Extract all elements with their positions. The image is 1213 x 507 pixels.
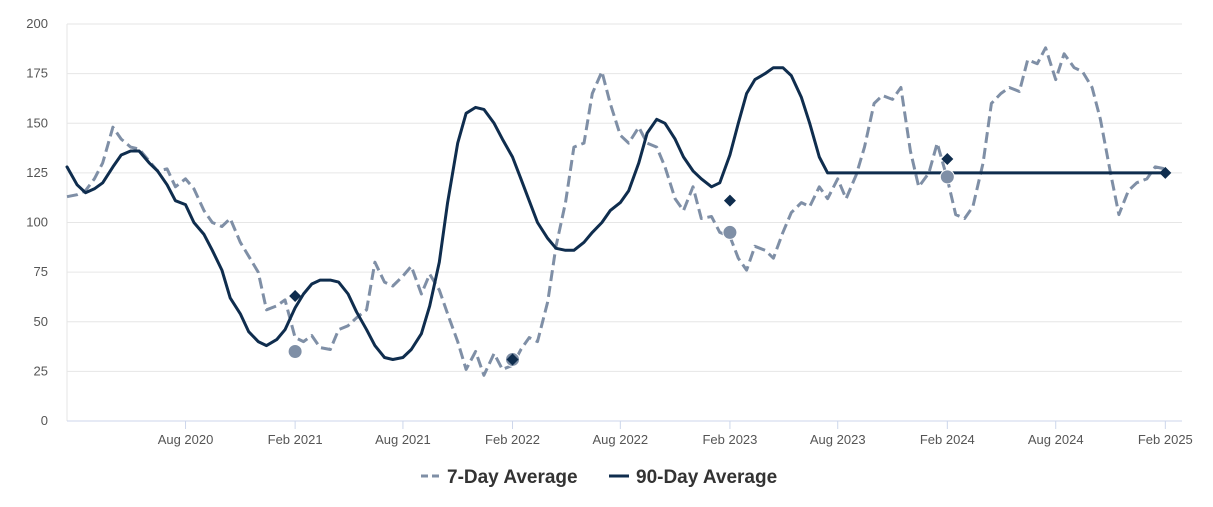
y-tick-label: 75 — [34, 264, 48, 279]
x-tick-label: Feb 2023 — [702, 432, 757, 447]
legend-item-90-day[interactable]: 90-Day Average — [609, 467, 777, 488]
diamond-marker[interactable] — [506, 353, 519, 366]
diamond-marker[interactable] — [289, 289, 302, 302]
y-tick-label: 125 — [26, 165, 48, 180]
x-tick-label: Aug 2022 — [592, 432, 648, 447]
diamond-marker[interactable] — [1159, 166, 1172, 179]
x-tick-label: Aug 2020 — [158, 432, 214, 447]
x-tick-label: Feb 2021 — [268, 432, 323, 447]
legend[interactable]: 7-Day Average 90-Day Average — [421, 467, 777, 488]
x-tick-label: Feb 2024 — [920, 432, 975, 447]
y-tick-label: 100 — [26, 215, 48, 230]
circle-marker[interactable] — [287, 344, 303, 360]
y-tick-label: 25 — [34, 363, 48, 378]
diamond-marker[interactable] — [941, 152, 954, 165]
y-tick-label: 0 — [41, 413, 48, 428]
series-group — [65, 46, 1167, 377]
y-tick-label: 50 — [34, 314, 48, 329]
grid — [66, 23, 1182, 422]
marker-group — [287, 152, 1172, 367]
y-axis: 0 25 50 75 100 125 150 175 200 — [26, 16, 48, 428]
legend-item-7-day[interactable]: 7-Day Average — [421, 467, 578, 488]
legend-label-7-day: 7-Day Average — [447, 467, 578, 488]
series-line-7-day[interactable] — [66, 46, 1166, 377]
x-tick-label: Feb 2025 — [1138, 432, 1193, 447]
diamond-marker[interactable] — [723, 194, 736, 207]
x-tick-label: Aug 2024 — [1028, 432, 1084, 447]
x-tick-label: Feb 2022 — [485, 432, 540, 447]
legend-label-90-day: 90-Day Average — [636, 467, 777, 488]
x-tick-label: Aug 2023 — [810, 432, 866, 447]
x-tick-label: Aug 2021 — [375, 432, 431, 447]
y-tick-label: 200 — [26, 16, 48, 31]
circle-marker[interactable] — [722, 224, 738, 240]
x-axis: Aug 2020 Feb 2021 Aug 2021 Feb 2022 Aug 2022… — [67, 420, 1193, 447]
circle-marker[interactable] — [939, 169, 955, 185]
y-tick-label: 175 — [26, 66, 48, 81]
y-tick-label: 150 — [26, 115, 48, 130]
series-line-90-day[interactable] — [65, 66, 1167, 361]
